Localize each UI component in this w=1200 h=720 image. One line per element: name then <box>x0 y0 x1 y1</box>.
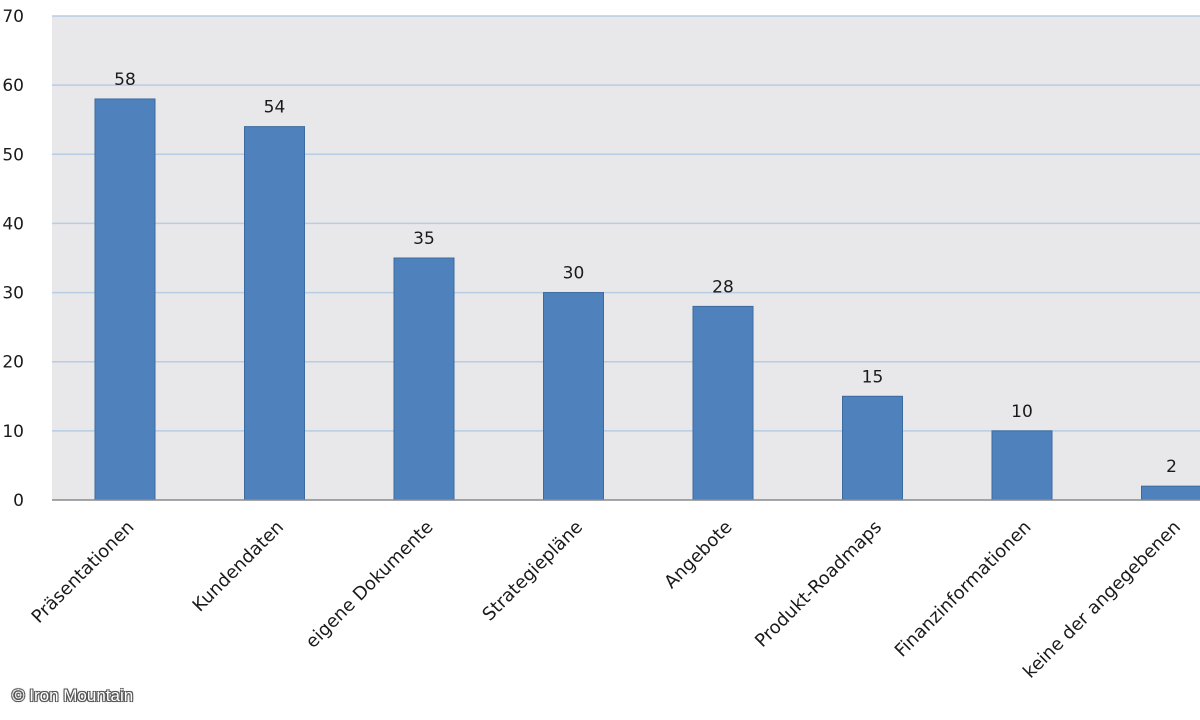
bar <box>94 98 156 501</box>
category-label: Strategiepläne <box>478 517 587 626</box>
plot-area <box>52 16 1200 500</box>
y-tick-label: 10 <box>2 422 24 442</box>
bar <box>692 305 754 501</box>
bars <box>94 98 1200 501</box>
data-label: 35 <box>413 229 435 249</box>
bar <box>543 292 604 501</box>
bar <box>393 257 455 501</box>
y-tick-label: 60 <box>2 76 24 96</box>
category-labels: Präsentationen Kundendaten eigene Dokument… <box>28 517 1185 683</box>
y-tick-label: 70 <box>2 7 24 27</box>
bar <box>991 430 1053 501</box>
y-axis-ticks: 0 10 20 30 40 50 60 70 <box>2 7 24 511</box>
data-label: 28 <box>712 277 734 297</box>
category-label: Angebote <box>660 517 736 593</box>
bar <box>1141 485 1200 501</box>
y-tick-label: 30 <box>2 284 24 304</box>
bar <box>842 395 903 501</box>
category-label: Kundendaten <box>189 517 288 616</box>
data-label: 30 <box>563 264 585 284</box>
category-label: Finanzinformationen <box>891 517 1036 662</box>
data-label: 10 <box>1011 402 1033 422</box>
bar <box>244 126 305 501</box>
copyright-credit: © Iron Mountain <box>12 686 134 705</box>
y-tick-label: 40 <box>2 214 24 234</box>
category-label: Präsentationen <box>28 517 139 628</box>
data-label: 2 <box>1166 457 1177 477</box>
y-tick-label: 20 <box>2 353 24 373</box>
data-label: 15 <box>862 367 884 387</box>
data-label: 58 <box>114 70 136 90</box>
y-tick-label: 0 <box>13 491 24 511</box>
category-label: keine der angegebenen <box>1019 517 1185 683</box>
y-tick-label: 50 <box>2 145 24 165</box>
gridlines <box>52 15 1200 432</box>
data-label: 54 <box>264 98 286 118</box>
category-label: eigene Dokumente <box>302 517 438 653</box>
category-label: Produkt-Roadmaps <box>751 517 886 652</box>
data-labels: 58 54 35 30 28 15 10 2 <box>114 70 1177 477</box>
